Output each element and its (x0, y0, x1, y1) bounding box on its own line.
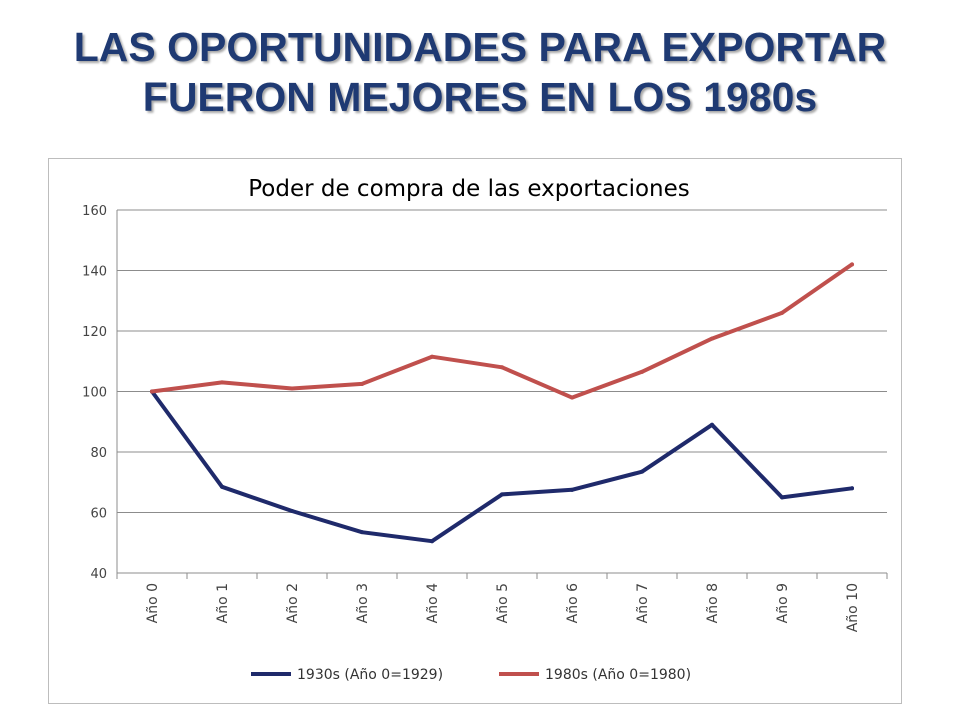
data-point (570, 395, 574, 400)
data-point (640, 369, 644, 374)
slide-title-line-1: LAS OPORTUNIDADES PARA EXPORTAR (73, 24, 887, 70)
series-line-1 (150, 389, 854, 544)
x-tick-label: Año 4 (425, 583, 441, 623)
x-tick-label: Año 7 (635, 583, 651, 623)
legend-label: 1930s (Año 0=1929) (297, 667, 443, 683)
data-point (150, 389, 154, 394)
data-point (850, 262, 854, 267)
data-point (290, 508, 294, 513)
data-point (430, 539, 434, 544)
data-point (220, 484, 224, 489)
chart-title: Poder de compra de las exportaciones (248, 176, 690, 202)
y-tick-label: 160 (82, 204, 107, 219)
y-tick-label: 140 (82, 265, 107, 280)
gridlines (117, 209, 887, 574)
y-tick-label: 100 (82, 386, 107, 401)
data-point (850, 486, 854, 491)
x-tick-label: Año 10 (845, 583, 861, 632)
x-tick-label: Año 2 (285, 583, 301, 623)
legend-item: 1980s (Año 0=1980) (499, 667, 691, 683)
x-tick-label: Año 1 (215, 583, 231, 623)
data-point (360, 381, 364, 386)
data-point (780, 495, 784, 500)
x-tick-label: Año 3 (355, 583, 371, 623)
data-point (640, 469, 644, 474)
y-axis: 40 60 80 100 120 140 160 (82, 204, 118, 582)
data-point (710, 336, 714, 341)
x-tick-label: Año 9 (775, 583, 791, 623)
x-tick-label: Año 6 (565, 583, 581, 623)
data-point (290, 386, 294, 391)
y-tick-label: 120 (82, 325, 107, 340)
series-lines (150, 262, 854, 544)
y-tick-label: 60 (90, 507, 107, 522)
chart-container: Poder de compra de las exportaciones 40 6… (48, 158, 902, 704)
x-tick-label: Año 5 (495, 583, 511, 623)
y-tick-label: 40 (90, 567, 107, 582)
x-axis: Año 0 Año 1 Año 2 Año 3 Año 4 Año 5 Año 6 Año 7… (116, 572, 888, 632)
slide-title: LAS OPORTUNIDADES PARA EXPORTAR FUERON M… (0, 22, 960, 122)
legend-label: 1980s (Año 0=1980) (545, 667, 691, 683)
data-point (500, 365, 504, 370)
data-point (570, 487, 574, 492)
slide-title-line-2: FUERON MEJORES EN LOS 1980s (142, 74, 818, 120)
legend-item: 1930s (Año 0=1929) (251, 667, 443, 683)
x-tick-label: Año 8 (705, 583, 721, 623)
y-tick-label: 80 (90, 446, 107, 461)
x-tick-label: Año 0 (145, 583, 161, 623)
data-point (220, 380, 224, 385)
data-point (500, 492, 504, 497)
data-point (710, 422, 714, 427)
data-point (430, 354, 434, 359)
data-point (780, 310, 784, 315)
data-point (360, 530, 364, 535)
legend: 1930s (Año 0=1929) 1980s (Año 0=1980) (251, 667, 691, 683)
line-chart: Poder de compra de las exportaciones 40 6… (82, 176, 888, 683)
